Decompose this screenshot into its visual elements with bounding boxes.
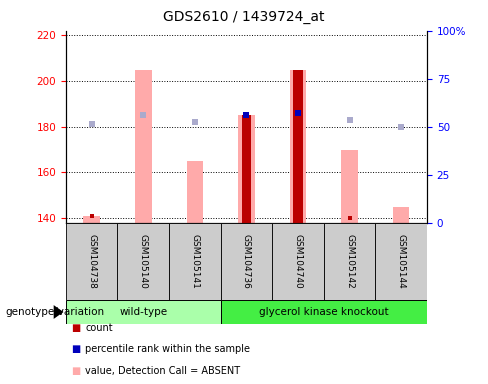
Text: GSM105144: GSM105144 — [397, 234, 406, 288]
Bar — [118, 223, 169, 300]
Text: glycerol kinase knockout: glycerol kinase knockout — [259, 307, 388, 317]
Text: count: count — [85, 323, 113, 333]
Bar — [290, 70, 306, 223]
Text: GSM105142: GSM105142 — [345, 234, 354, 288]
Text: GSM104736: GSM104736 — [242, 234, 251, 288]
Text: genotype/variation: genotype/variation — [5, 307, 104, 317]
Text: GSM104740: GSM104740 — [293, 234, 303, 288]
Text: GDS2610 / 1439724_at: GDS2610 / 1439724_at — [163, 10, 325, 23]
Text: GSM105140: GSM105140 — [139, 234, 148, 288]
Bar — [272, 223, 324, 300]
Text: ■: ■ — [71, 323, 80, 333]
Bar — [342, 150, 358, 223]
Bar — [221, 300, 427, 324]
Text: ■: ■ — [71, 366, 80, 376]
Bar — [66, 223, 118, 300]
Text: percentile rank within the sample: percentile rank within the sample — [85, 344, 250, 354]
Bar — [324, 223, 375, 300]
Bar — [221, 223, 272, 300]
Text: ■: ■ — [71, 344, 80, 354]
Text: GSM105141: GSM105141 — [190, 234, 200, 288]
Bar — [293, 70, 303, 223]
Bar — [242, 115, 251, 223]
Bar — [66, 300, 221, 324]
Bar — [393, 207, 409, 223]
Bar — [83, 216, 100, 223]
Bar — [169, 223, 221, 300]
Text: value, Detection Call = ABSENT: value, Detection Call = ABSENT — [85, 366, 241, 376]
Bar — [135, 70, 151, 223]
Text: wild-type: wild-type — [119, 307, 167, 317]
Bar — [186, 161, 203, 223]
Bar — [375, 223, 427, 300]
Text: GSM104738: GSM104738 — [87, 234, 96, 288]
Bar — [238, 115, 255, 223]
